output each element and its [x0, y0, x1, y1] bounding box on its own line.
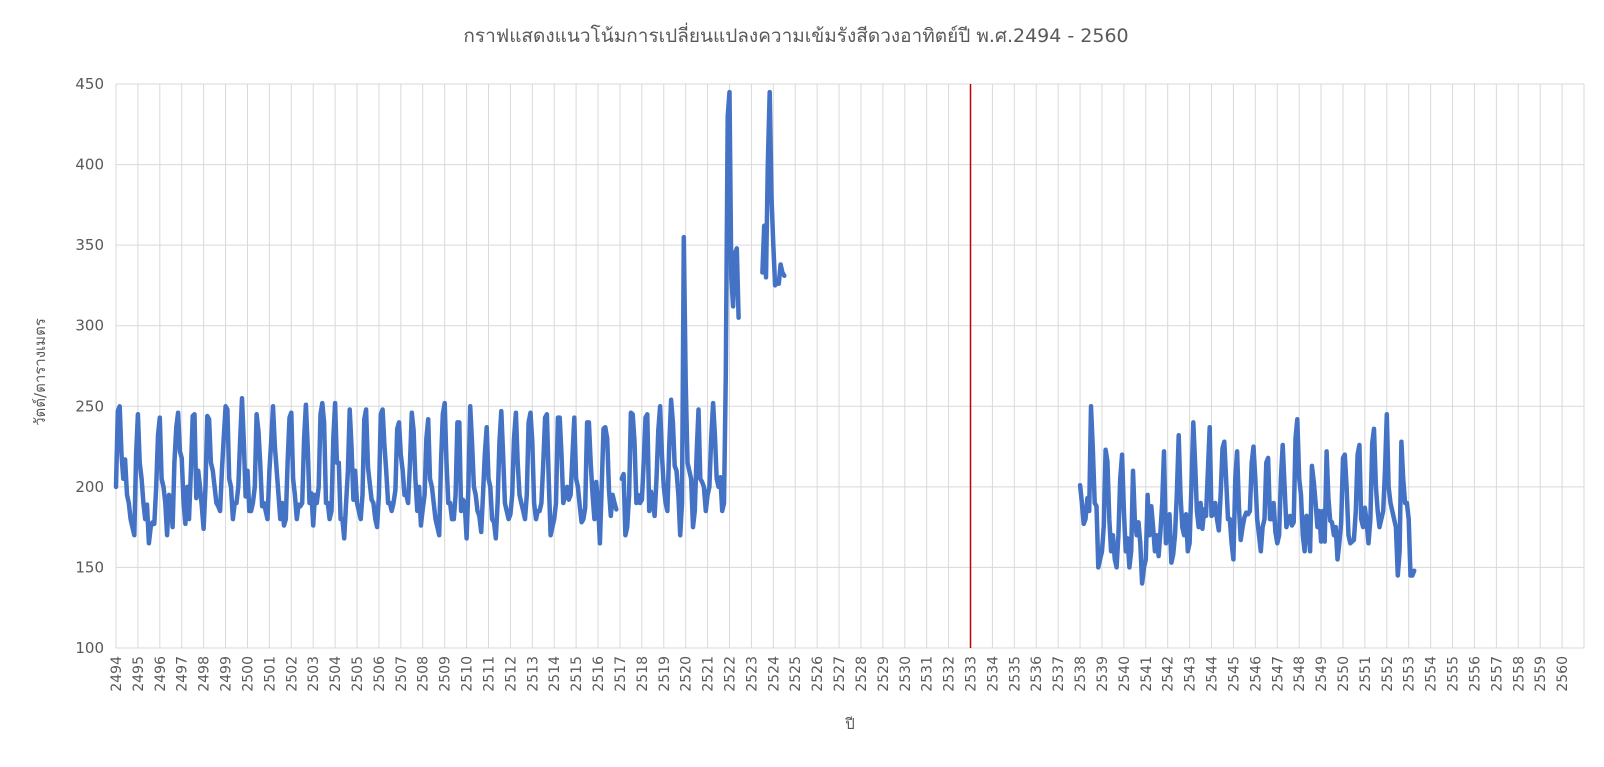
x-axis-title: ปี [844, 715, 854, 733]
y-tick-label: 400 [75, 156, 104, 174]
y-axis-ticks: 100 150 200 250 300 350 400 450 [75, 75, 104, 657]
x-tick-label: 2507 [394, 656, 410, 692]
x-tick-label: 2546 [1248, 656, 1264, 692]
x-tick-label: 2530 [898, 656, 914, 692]
x-tick-label: 2547 [1270, 656, 1286, 692]
x-tick-label: 2508 [416, 656, 432, 692]
x-tick-label: 2506 [372, 656, 388, 692]
x-tick-label: 2497 [175, 656, 191, 692]
x-tick-label: 2518 [635, 656, 651, 692]
x-tick-label: 2558 [1511, 656, 1527, 692]
x-tick-label: 2553 [1402, 656, 1418, 692]
x-tick-label: 2529 [876, 656, 892, 692]
x-tick-label: 2541 [1139, 656, 1155, 692]
x-tick-label: 2537 [1051, 656, 1067, 692]
x-tick-label: 2551 [1358, 656, 1374, 692]
x-tick-label: 2545 [1226, 656, 1242, 692]
x-tick-label: 2536 [1029, 656, 1045, 692]
x-tick-label: 2505 [350, 656, 366, 692]
x-tick-label: 2525 [788, 656, 804, 692]
x-tick-label: 2526 [810, 656, 826, 692]
gridlines [115, 83, 1585, 649]
y-axis-title: วัตต์/ตารางเมตร [31, 318, 49, 426]
x-tick-label: 2498 [197, 656, 213, 692]
x-tick-label: 2522 [722, 656, 738, 692]
x-tick-label: 2509 [438, 656, 454, 692]
series-line [1077, 404, 1417, 586]
x-tick-label: 2539 [1095, 656, 1111, 692]
x-tick-label: 2524 [766, 656, 782, 692]
x-tick-label: 2495 [131, 656, 147, 692]
x-tick-label: 2552 [1380, 656, 1396, 692]
x-tick-label: 2531 [920, 656, 936, 692]
x-tick-label: 2510 [460, 656, 476, 692]
x-tick-label: 2520 [679, 656, 695, 692]
x-tick-label: 2499 [219, 656, 235, 692]
x-tick-label: 2560 [1555, 656, 1571, 692]
x-tick-label: 2556 [1467, 656, 1483, 692]
x-tick-label: 2538 [1073, 656, 1089, 692]
x-tick-label: 2548 [1292, 656, 1308, 692]
x-tick-label: 2517 [613, 656, 629, 692]
x-tick-label: 2496 [153, 656, 169, 692]
x-tick-label: 2532 [942, 656, 958, 692]
x-tick-label: 2528 [854, 656, 870, 692]
x-tick-label: 2502 [284, 656, 300, 692]
x-tick-label: 2511 [481, 656, 497, 692]
x-tick-label: 2559 [1533, 656, 1549, 692]
x-tick-label: 2523 [744, 656, 760, 692]
chart-title: กราฟแสดงแนวโน้มการเปลี่ยนแปลงความเข้มรัง… [463, 22, 1128, 47]
x-tick-label: 2543 [1183, 656, 1199, 692]
x-tick-label: 2533 [964, 656, 980, 692]
x-tick-label: 2521 [701, 656, 717, 692]
x-axis-ticks: 2494 2495 2496 2497 2498 2499 2500 2501 2502 2503… [109, 656, 1571, 692]
y-tick-label: 100 [75, 639, 104, 657]
x-tick-label: 2504 [328, 656, 344, 692]
x-tick-label: 2540 [1117, 656, 1133, 692]
y-tick-label: 200 [75, 478, 104, 496]
x-tick-label: 2503 [306, 656, 322, 692]
x-tick-label: 2527 [832, 656, 848, 692]
x-tick-label: 2515 [569, 656, 585, 692]
x-tick-label: 2513 [525, 656, 541, 692]
y-tick-label: 150 [75, 558, 104, 576]
x-tick-label: 2555 [1446, 656, 1462, 692]
x-tick-label: 2519 [657, 656, 673, 692]
y-tick-label: 250 [75, 397, 104, 415]
x-tick-label: 2494 [109, 656, 125, 692]
x-tick-label: 2549 [1314, 656, 1330, 692]
x-tick-label: 2514 [547, 656, 563, 692]
x-tick-label: 2534 [985, 656, 1001, 692]
x-tick-label: 2516 [591, 656, 607, 692]
y-tick-label: 350 [75, 236, 104, 254]
x-tick-label: 2512 [503, 656, 519, 692]
x-tick-label: 2542 [1161, 656, 1177, 692]
x-tick-label: 2535 [1007, 656, 1023, 692]
x-tick-label: 2544 [1205, 656, 1221, 692]
x-tick-label: 2550 [1336, 656, 1352, 692]
series-layer [113, 89, 1417, 586]
x-tick-label: 2500 [240, 656, 256, 692]
y-tick-label: 450 [75, 75, 104, 93]
x-tick-label: 2554 [1424, 656, 1440, 692]
x-tick-label: 2557 [1489, 656, 1505, 692]
y-tick-label: 300 [75, 317, 104, 335]
x-tick-label: 2501 [262, 656, 278, 692]
series-line [113, 89, 787, 546]
